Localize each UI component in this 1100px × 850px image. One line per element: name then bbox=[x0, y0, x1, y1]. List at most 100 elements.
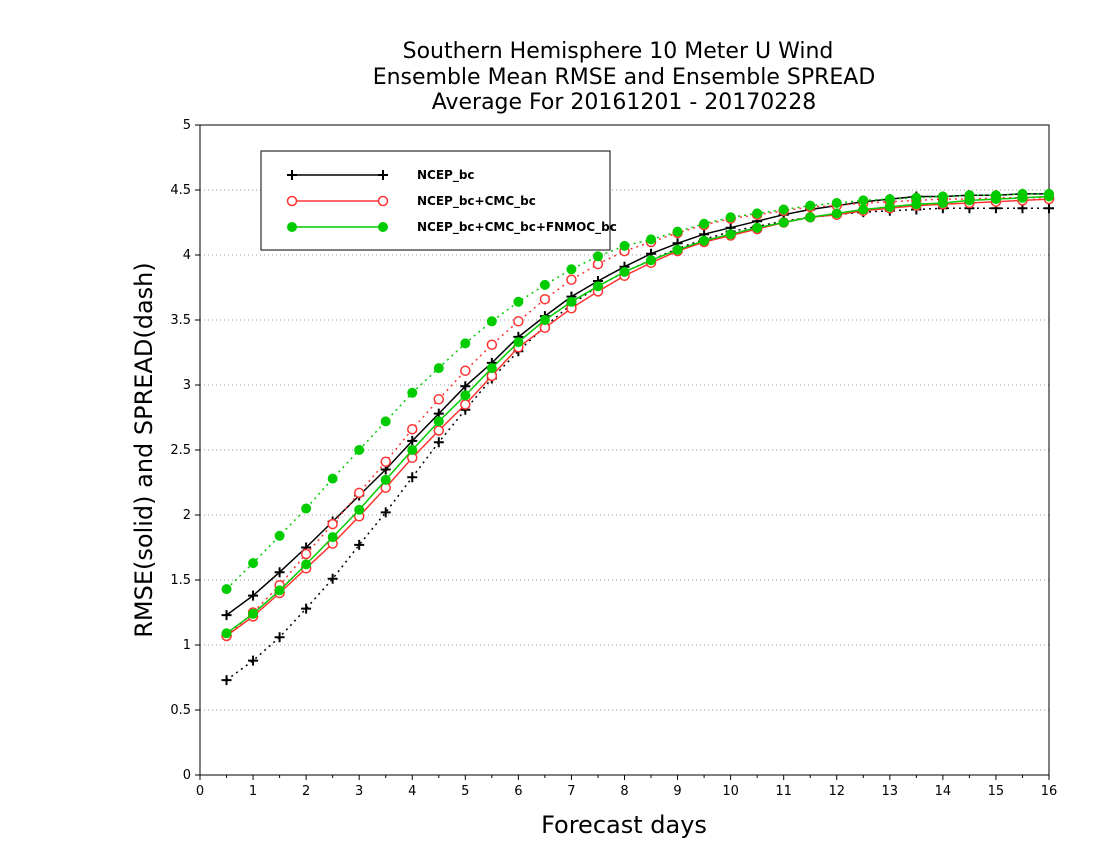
series-1-spread-point-8 bbox=[433, 394, 445, 405]
y-tick-label-7: 3.5 bbox=[170, 313, 191, 328]
legend-marker-start-0 bbox=[287, 170, 297, 180]
y-tick-label-1: 0.5 bbox=[170, 703, 191, 718]
series-2-rmse-point-28 bbox=[964, 195, 975, 206]
series-2-rmse-point-1 bbox=[248, 608, 259, 619]
series bbox=[221, 188, 1055, 686]
y-tick-label-9: 4.5 bbox=[170, 183, 191, 198]
y-tick-label-0: 0 bbox=[183, 768, 191, 783]
x-tick-label-0: 0 bbox=[196, 784, 204, 799]
x-tick-label-16: 16 bbox=[1041, 784, 1058, 799]
series-2-spread-line bbox=[225, 193, 1049, 590]
series-2-rmse-point-16 bbox=[646, 255, 657, 266]
series-2-spread-point-3 bbox=[301, 503, 312, 514]
x-tick-label-15: 15 bbox=[988, 784, 1005, 799]
series-1-spread-point-9 bbox=[460, 365, 471, 376]
series-1-spread-point-10 bbox=[486, 339, 498, 350]
series-1-spread-point-11 bbox=[513, 316, 524, 327]
series-1-spread-point-4 bbox=[327, 518, 338, 530]
y-tick-label-5: 2.5 bbox=[170, 443, 191, 458]
series-1-spread-point-12 bbox=[539, 293, 551, 305]
series-2-rmse-line bbox=[226, 195, 1050, 634]
legend-marker-start-2 bbox=[287, 222, 297, 232]
series-2-spread-point-2 bbox=[274, 530, 285, 541]
y-axis: 0 0.5 1 1.5 2 2.5 3 3.5 4 4.5 5 bbox=[170, 118, 200, 783]
series-0-spread-point-7 bbox=[407, 472, 418, 483]
legend-marker-end-1 bbox=[377, 195, 389, 207]
x-tick-label-10: 10 bbox=[722, 784, 739, 799]
series-2-spread-point-21 bbox=[778, 204, 789, 215]
legend-label-2: NCEP_bc+CMC_bc+FNMOC_bc bbox=[417, 220, 617, 235]
x-tick-label-4: 4 bbox=[408, 784, 416, 799]
series-2-spread-point-12 bbox=[539, 279, 550, 290]
series-0-rmse-point-9 bbox=[460, 381, 471, 392]
series-2-rmse-point-2 bbox=[274, 585, 285, 596]
series-2-spread-point-17 bbox=[672, 226, 683, 237]
series-1-spread-point-6 bbox=[380, 456, 391, 467]
series-2-rmse-point-3 bbox=[301, 559, 312, 570]
x-axis-label: Forecast days bbox=[541, 811, 707, 839]
series-2-rmse-point-26 bbox=[911, 199, 922, 210]
title-line-2: Ensemble Mean RMSE and Ensemble SPREAD bbox=[373, 65, 876, 90]
series-0-spread-point-5 bbox=[354, 539, 365, 550]
chart-title: Southern Hemisphere 10 Meter U Wind Ense… bbox=[373, 39, 876, 115]
y-tick-label-8: 4 bbox=[183, 248, 191, 263]
series-0-spread-line bbox=[226, 207, 1049, 681]
series-2-spread-point-6 bbox=[380, 416, 391, 427]
series-0-spread-point-2 bbox=[274, 632, 285, 643]
series-2-spread-point-13 bbox=[566, 264, 577, 275]
series-2-spread-point-11 bbox=[513, 296, 524, 307]
series-0-spread-point-6 bbox=[380, 507, 391, 518]
series-2-rmse-point-4 bbox=[327, 532, 338, 543]
series-2-spread-point-14 bbox=[592, 251, 603, 262]
legend-marker-end-0 bbox=[378, 170, 388, 180]
series-0-spread-point-4 bbox=[327, 573, 338, 584]
y-tick-label-6: 3 bbox=[183, 378, 191, 393]
series-2-rmse-point-25 bbox=[884, 201, 895, 212]
series-0-rmse-point-2 bbox=[274, 567, 285, 578]
series-2-rmse-point-14 bbox=[592, 281, 603, 292]
series-1-spread-point-3 bbox=[300, 548, 312, 560]
series-2-rmse-point-8 bbox=[433, 416, 444, 427]
series-2-rmse-point-6 bbox=[380, 474, 391, 485]
x-tick-label-12: 12 bbox=[828, 784, 845, 799]
series-2-rmse-point-22 bbox=[805, 212, 816, 223]
legend-marker-end-2 bbox=[378, 222, 388, 232]
series-2-rmse-point-29 bbox=[990, 194, 1001, 205]
series-2-rmse-point-15 bbox=[619, 266, 630, 277]
series-1-spread-point-5 bbox=[353, 487, 365, 499]
series-2-rmse-point-21 bbox=[778, 217, 789, 228]
x-tick-label-1: 1 bbox=[249, 784, 257, 799]
series-0-spread-point-0 bbox=[221, 675, 232, 686]
x-tick-label-5: 5 bbox=[461, 784, 469, 799]
y-tick-label-4: 2 bbox=[183, 508, 191, 523]
series-0-rmse-point-0 bbox=[221, 610, 232, 621]
series-2-rmse-point-5 bbox=[354, 504, 365, 515]
series-0-spread-point-1 bbox=[248, 655, 259, 666]
series-2-rmse-point-13 bbox=[566, 296, 577, 307]
legend-marker-start-1 bbox=[286, 195, 298, 207]
series-2-rmse-point-10 bbox=[486, 363, 497, 374]
x-tick-label-9: 9 bbox=[673, 784, 681, 799]
series-2-rmse-point-12 bbox=[539, 315, 550, 325]
series-2-spread-point-8 bbox=[433, 363, 444, 374]
series-2-rmse-point-11 bbox=[513, 337, 524, 348]
series-2-spread-point-16 bbox=[646, 234, 657, 245]
series-2-spread-point-0 bbox=[221, 584, 232, 595]
series-2-rmse-point-24 bbox=[858, 204, 869, 215]
series-2-spread-point-24 bbox=[858, 195, 869, 206]
legend-label-1: NCEP_bc+CMC_bc bbox=[417, 194, 536, 209]
legend-label-0: NCEP_bc bbox=[417, 168, 475, 183]
series-0-rmse-point-7 bbox=[407, 435, 418, 446]
y-tick-label-2: 1 bbox=[183, 638, 191, 653]
series-0 bbox=[221, 188, 1054, 686]
series-1-rmse-point-9 bbox=[460, 399, 471, 410]
legend: NCEP_bc NCEP_bc+CMC_bc NCEP_bc+CMC_bc+FNMO… bbox=[260, 150, 617, 251]
series-2-rmse-point-30 bbox=[1017, 192, 1028, 203]
y-axis-label: RMSE(solid) and SPREAD(dash) bbox=[130, 262, 158, 638]
y-tick-label-10: 5 bbox=[183, 118, 191, 133]
x-tick-label-11: 11 bbox=[775, 784, 792, 799]
series-2-spread-point-23 bbox=[831, 198, 842, 208]
x-tick-label-8: 8 bbox=[620, 784, 628, 799]
series-2-spread-point-1 bbox=[248, 558, 259, 569]
